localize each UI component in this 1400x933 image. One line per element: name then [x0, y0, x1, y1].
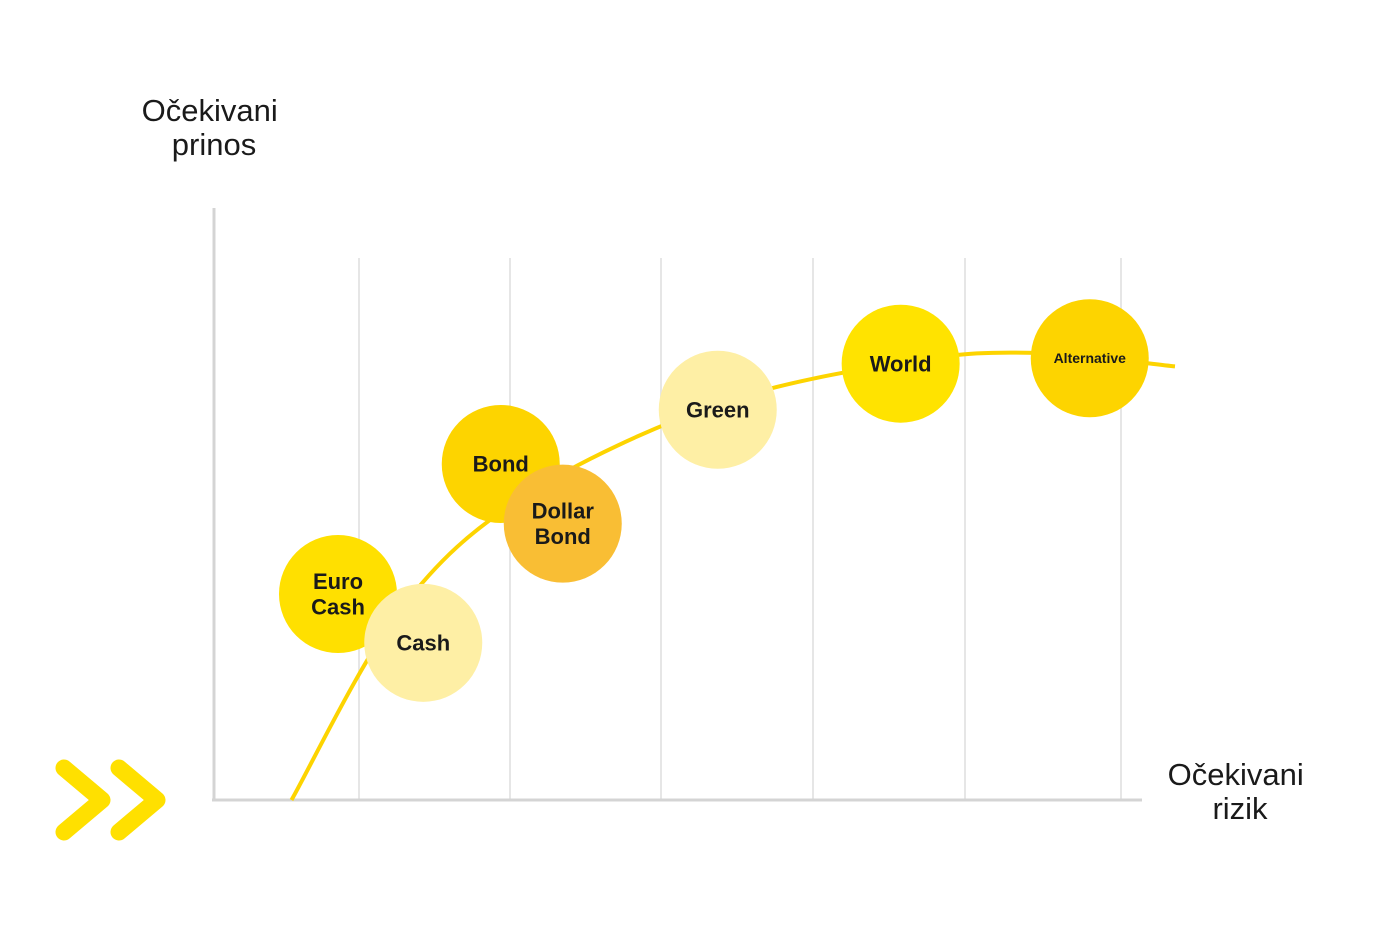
x-axis-title: Očekivani rizik [1168, 757, 1313, 826]
bubble-label-2-line-1: Cash [396, 631, 450, 656]
bubble-6 [841, 304, 960, 423]
y-axis-title-line-2: prinos [172, 127, 256, 162]
double-chevron-icon [55, 759, 166, 841]
x-axis-title-line-1: Očekivani [1168, 757, 1304, 792]
bubble-label-6-line-1: World [870, 351, 932, 376]
bubble-label-7: Alternative [1054, 350, 1127, 366]
data-point-4: Dollar Bond [503, 464, 622, 583]
y-axis-title: Očekivani prinos [142, 93, 287, 162]
bubble-label-5: Green [686, 397, 750, 422]
bubble-label-3: Bond [473, 452, 529, 477]
bubble-2 [364, 583, 483, 702]
bubble-label-3-line-1: Bond [473, 452, 529, 477]
bubble-7 [1030, 299, 1149, 418]
data-point-6: World [841, 304, 960, 423]
bubble-label-1-line-2: Cash [311, 594, 365, 619]
bubble-label-4-line-1: Dollar [532, 499, 595, 524]
bubble-4 [503, 464, 622, 583]
grid-layer [358, 258, 1122, 800]
data-point-5: Green [658, 350, 777, 469]
bubble-label-1-line-1: Euro [313, 569, 363, 594]
bubble-label-4: Dollar Bond [532, 499, 595, 549]
bubble-5 [658, 350, 777, 469]
data-point-2: Cash [364, 583, 483, 702]
bubble-label-2: Cash [396, 631, 450, 656]
x-axis-title-line-2: rizik [1212, 791, 1268, 826]
bubble-label-6: World [870, 351, 932, 376]
bubble-label-4-line-2: Bond [535, 524, 591, 549]
y-axis-title-line-1: Očekivani [142, 93, 278, 128]
data-point-7: Alternative [1030, 299, 1149, 418]
bubble-label-1: Euro Cash [311, 569, 365, 619]
bubble-label-7-line-1: Alternative [1054, 350, 1127, 366]
bubble-label-5-line-1: Green [686, 397, 750, 422]
